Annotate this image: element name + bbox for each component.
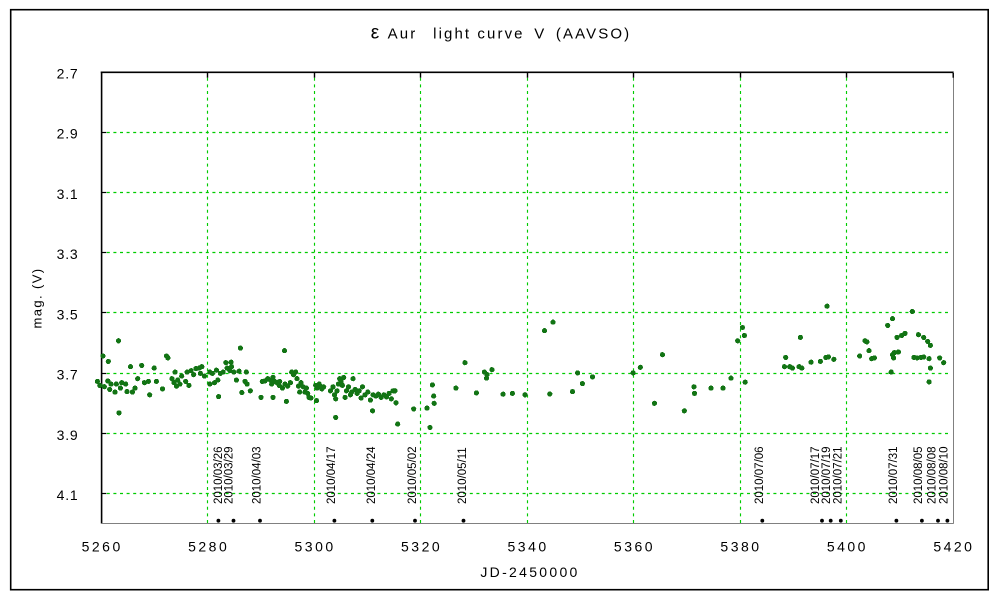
- svg-text:5260: 5260: [82, 539, 123, 555]
- svg-text:5400: 5400: [827, 539, 868, 555]
- svg-text:JD-2450000: JD-2450000: [480, 564, 579, 580]
- svg-text:2010/07/06: 2010/07/06: [754, 446, 766, 504]
- svg-text:mag. (V): mag. (V): [30, 267, 45, 328]
- svg-text:2010/07/17: 2010/07/17: [810, 446, 822, 504]
- svg-text:2010/04/24: 2010/04/24: [366, 446, 378, 504]
- svg-text:2010/05/11: 2010/05/11: [457, 447, 469, 504]
- svg-text:3.7: 3.7: [57, 367, 79, 383]
- svg-text:5300: 5300: [295, 539, 336, 555]
- svg-text:2010/07/21: 2010/07/21: [833, 446, 845, 504]
- svg-text:5360: 5360: [614, 539, 655, 555]
- svg-text:5280: 5280: [188, 539, 229, 555]
- svg-text:2.7: 2.7: [57, 66, 79, 82]
- svg-text:2010/04/03: 2010/04/03: [251, 446, 263, 504]
- svg-text:2010/03/29: 2010/03/29: [224, 446, 236, 504]
- svg-text:2010/08/08: 2010/08/08: [927, 446, 939, 504]
- svg-text:3.1: 3.1: [57, 186, 79, 202]
- svg-text:3.9: 3.9: [57, 427, 79, 443]
- svg-text:2010/08/10: 2010/08/10: [939, 446, 951, 504]
- svg-text:4.1: 4.1: [57, 487, 79, 503]
- svg-text:2010/05/02: 2010/05/02: [407, 446, 419, 504]
- svg-text:2010/04/17: 2010/04/17: [326, 446, 338, 504]
- svg-text:5420: 5420: [933, 539, 974, 555]
- svg-text:2010/08/05: 2010/08/05: [913, 446, 925, 504]
- svg-text:2010/07/31: 2010/07/31: [888, 446, 900, 504]
- svg-text:5320: 5320: [401, 539, 442, 555]
- svg-text:3.3: 3.3: [57, 246, 79, 262]
- svg-text:2010/07/19: 2010/07/19: [821, 446, 833, 504]
- svg-text:2.9: 2.9: [57, 126, 79, 142]
- svg-text:5380: 5380: [720, 539, 761, 555]
- svg-text:2010/03/26: 2010/03/26: [213, 446, 225, 504]
- svg-text:3.5: 3.5: [57, 306, 79, 322]
- svg-text:5340: 5340: [508, 539, 549, 555]
- svg-text:ε Aur light curve V (AAVSO): ε Aur light curve V (AAVSO): [371, 23, 631, 44]
